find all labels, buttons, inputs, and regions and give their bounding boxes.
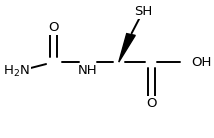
Polygon shape bbox=[119, 34, 135, 62]
Text: SH: SH bbox=[134, 5, 152, 18]
Text: H$_2$N: H$_2$N bbox=[3, 64, 30, 79]
Text: OH: OH bbox=[191, 56, 211, 69]
Text: O: O bbox=[146, 97, 157, 110]
Text: NH: NH bbox=[77, 64, 97, 77]
Text: O: O bbox=[48, 21, 59, 34]
